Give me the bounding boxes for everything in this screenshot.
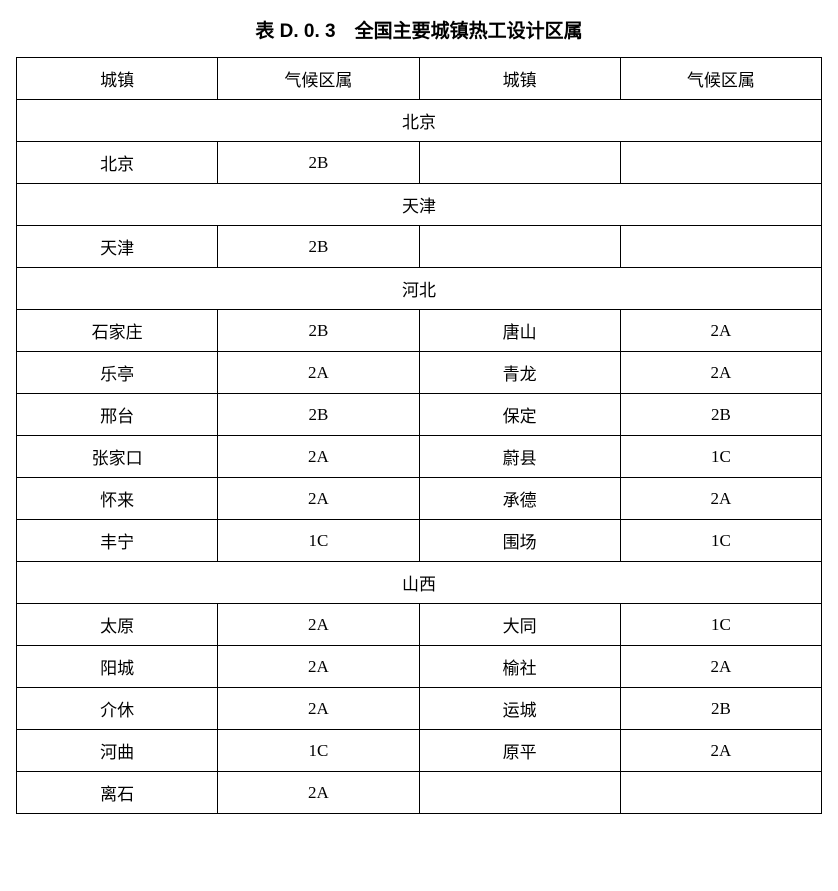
table-row: 怀来2A承德2A [17, 478, 822, 520]
table-row: 北京2B [17, 142, 822, 184]
city-cell [419, 142, 620, 184]
zone-cell: 2A [620, 730, 821, 772]
section-name: 山西 [17, 562, 822, 604]
city-cell: 北京 [17, 142, 218, 184]
city-cell: 承德 [419, 478, 620, 520]
zone-cell: 2A [218, 604, 419, 646]
zone-cell: 2A [218, 646, 419, 688]
city-cell: 离石 [17, 772, 218, 814]
table-row: 张家口2A蔚县1C [17, 436, 822, 478]
section-name: 天津 [17, 184, 822, 226]
table-row: 河曲1C原平2A [17, 730, 822, 772]
city-cell: 保定 [419, 394, 620, 436]
zone-cell: 2B [218, 394, 419, 436]
city-cell: 介休 [17, 688, 218, 730]
zone-cell: 2B [218, 310, 419, 352]
zone-cell: 2A [218, 772, 419, 814]
table-row: 天津2B [17, 226, 822, 268]
city-cell: 太原 [17, 604, 218, 646]
city-cell: 怀来 [17, 478, 218, 520]
city-cell: 邢台 [17, 394, 218, 436]
city-cell: 榆社 [419, 646, 620, 688]
city-cell: 大同 [419, 604, 620, 646]
section-name: 河北 [17, 268, 822, 310]
zone-cell: 2A [218, 688, 419, 730]
zone-cell: 1C [218, 520, 419, 562]
city-cell: 蔚县 [419, 436, 620, 478]
city-cell: 张家口 [17, 436, 218, 478]
zone-cell: 2A [218, 352, 419, 394]
zone-cell: 2A [620, 310, 821, 352]
city-cell: 乐亭 [17, 352, 218, 394]
table-row: 乐亭2A青龙2A [17, 352, 822, 394]
zone-cell: 2B [620, 394, 821, 436]
zone-cell [620, 142, 821, 184]
city-cell: 唐山 [419, 310, 620, 352]
city-cell [419, 226, 620, 268]
zone-cell: 1C [620, 520, 821, 562]
city-cell [419, 772, 620, 814]
zone-cell: 2A [620, 352, 821, 394]
table-row: 离石2A [17, 772, 822, 814]
city-cell: 丰宁 [17, 520, 218, 562]
zone-cell: 1C [218, 730, 419, 772]
section-name: 北京 [17, 100, 822, 142]
climate-zone-table: 城镇 气候区属 城镇 气候区属 北京北京2B天津天津2B河北石家庄2B唐山2A乐… [16, 57, 822, 814]
table-row: 石家庄2B唐山2A [17, 310, 822, 352]
header-row: 城镇 气候区属 城镇 气候区属 [17, 58, 822, 100]
section-header-row: 北京 [17, 100, 822, 142]
zone-cell: 2A [620, 646, 821, 688]
zone-cell [620, 772, 821, 814]
zone-cell [620, 226, 821, 268]
city-cell: 围场 [419, 520, 620, 562]
section-header-row: 河北 [17, 268, 822, 310]
header-city-2: 城镇 [419, 58, 620, 100]
section-header-row: 天津 [17, 184, 822, 226]
table-row: 太原2A大同1C [17, 604, 822, 646]
city-cell: 天津 [17, 226, 218, 268]
zone-cell: 2B [620, 688, 821, 730]
city-cell: 运城 [419, 688, 620, 730]
city-cell: 阳城 [17, 646, 218, 688]
city-cell: 原平 [419, 730, 620, 772]
zone-cell: 2B [218, 142, 419, 184]
zone-cell: 2A [620, 478, 821, 520]
zone-cell: 2B [218, 226, 419, 268]
zone-cell: 1C [620, 604, 821, 646]
table-row: 阳城2A榆社2A [17, 646, 822, 688]
zone-cell: 2A [218, 436, 419, 478]
zone-cell: 2A [218, 478, 419, 520]
zone-cell: 1C [620, 436, 821, 478]
header-zone-1: 气候区属 [218, 58, 419, 100]
city-cell: 青龙 [419, 352, 620, 394]
table-title: 表 D. 0. 3 全国主要城镇热工设计区属 [16, 16, 822, 43]
table-row: 介休2A运城2B [17, 688, 822, 730]
city-cell: 石家庄 [17, 310, 218, 352]
header-zone-2: 气候区属 [620, 58, 821, 100]
table-row: 邢台2B保定2B [17, 394, 822, 436]
section-header-row: 山西 [17, 562, 822, 604]
city-cell: 河曲 [17, 730, 218, 772]
header-city-1: 城镇 [17, 58, 218, 100]
table-row: 丰宁1C围场1C [17, 520, 822, 562]
